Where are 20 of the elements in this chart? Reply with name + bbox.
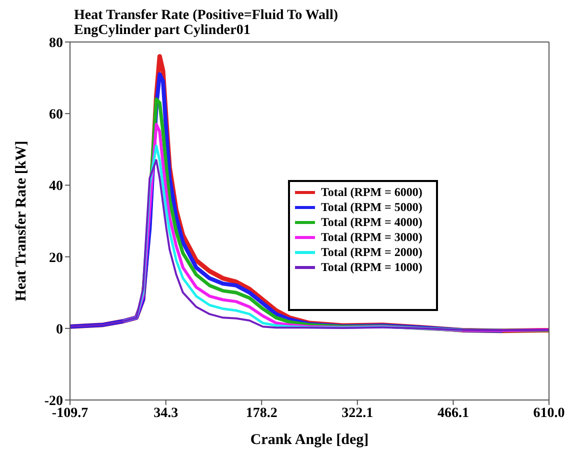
- x-tick-label: 610.0: [533, 406, 565, 421]
- y-tick-label: 0: [56, 322, 63, 338]
- y-tick-label: 40: [49, 179, 63, 194]
- legend-label: Total (RPM = 5000): [321, 200, 422, 215]
- legend-label: Total (RPM = 4000): [321, 215, 422, 230]
- y-tick-label: 60: [49, 108, 63, 123]
- y-tick-label: 80: [49, 36, 63, 51]
- chart-title: Heat Transfer Rate (Positive=Fluid To Wall): [74, 8, 338, 23]
- x-tick-label: 34.3: [154, 406, 178, 421]
- x-tick-label: 466.1: [437, 406, 469, 421]
- legend-label: Total (RPM = 3000): [321, 230, 422, 245]
- y-axis-title: Heat Transfer Rate [kW]: [13, 140, 30, 302]
- legend-label: Total (RPM = 2000): [321, 245, 422, 260]
- legend-label: Total (RPM = 6000): [321, 185, 422, 200]
- legend-label: Total (RPM = 1000): [321, 260, 422, 275]
- x-tick-label: 178.2: [246, 406, 278, 421]
- x-tick-label: 322.1: [342, 406, 374, 421]
- chart-subtitle: EngCylinder part Cylinder01: [74, 23, 252, 38]
- y-tick-label: 20: [49, 250, 63, 266]
- x-axis-title: Crank Angle [deg]: [250, 432, 369, 448]
